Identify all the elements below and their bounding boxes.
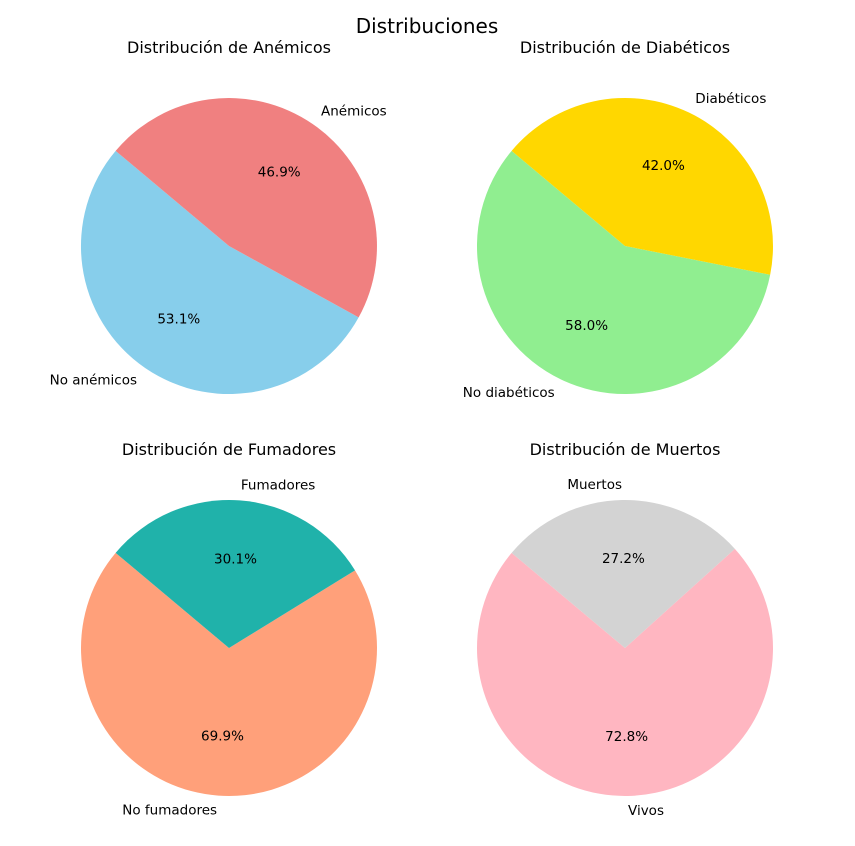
pie-chart-diabeticos-pct-2: 42.0% <box>642 158 685 174</box>
pie-chart-diabeticos-pct-1: 58.0% <box>565 318 608 334</box>
pie-chart-diabeticos-slice-2 <box>511 98 773 275</box>
pie-chart-diabeticos-slice-1 <box>476 150 771 395</box>
pie-chart-muertos: Distribución de Muertos Vivos 72.8% Muertos… <box>477 440 774 819</box>
pie-chart-muertos-pct-2: 27.2% <box>602 551 645 567</box>
pie-chart-anemicos-slice-1 <box>80 150 359 395</box>
pie-chart-anemicos-pct-2: 46.9% <box>258 165 301 181</box>
pie-chart-muertos-slice-2 <box>511 500 735 648</box>
pie-chart-fumadores-slice-1 <box>81 552 378 797</box>
pie-chart-anemicos-slice-2 <box>115 98 377 318</box>
figure-title: Distribuciones <box>356 14 499 38</box>
pie-chart-anemicos-pct-1: 53.1% <box>157 311 200 327</box>
pie-chart-diabeticos-label-2: Diabéticos <box>695 91 766 107</box>
pie-chart-anemicos: Distribución de Anémicos No anémicos 53.1%… <box>50 38 387 395</box>
pie-chart-muertos-title: Distribución de Muertos <box>530 440 721 459</box>
pie-chart-fumadores-label-1: No fumadores <box>122 802 217 818</box>
pie-chart-fumadores: Distribución de Fumadores No fumadores 69.… <box>81 440 378 818</box>
pie-chart-muertos-pct-1: 72.8% <box>605 729 648 745</box>
pie-chart-anemicos-label-1: No anémicos <box>50 372 137 388</box>
pie-chart-diabeticos-title: Distribución de Diabéticos <box>520 38 730 57</box>
pie-chart-fumadores-title: Distribución de Fumadores <box>122 440 336 459</box>
pie-chart-muertos-label-1: Vivos <box>628 803 664 819</box>
pie-chart-muertos-label-2: Muertos <box>567 477 622 493</box>
pie-chart-diabeticos-label-1: No diabéticos <box>463 385 555 401</box>
pie-chart-fumadores-pct-2: 30.1% <box>214 551 257 567</box>
pie-chart-fumadores-pct-1: 69.9% <box>201 729 244 745</box>
pie-chart-anemicos-label-2: Anémicos <box>321 104 387 120</box>
pie-chart-anemicos-title: Distribución de Anémicos <box>127 38 331 57</box>
pie-chart-muertos-slice-1 <box>477 548 774 797</box>
pie-chart-diabeticos: Distribución de Diabéticos No diabéticos 5… <box>463 38 773 401</box>
pie-chart-fumadores-slice-2 <box>115 500 355 648</box>
pie-chart-fumadores-label-2: Fumadores <box>241 478 315 494</box>
